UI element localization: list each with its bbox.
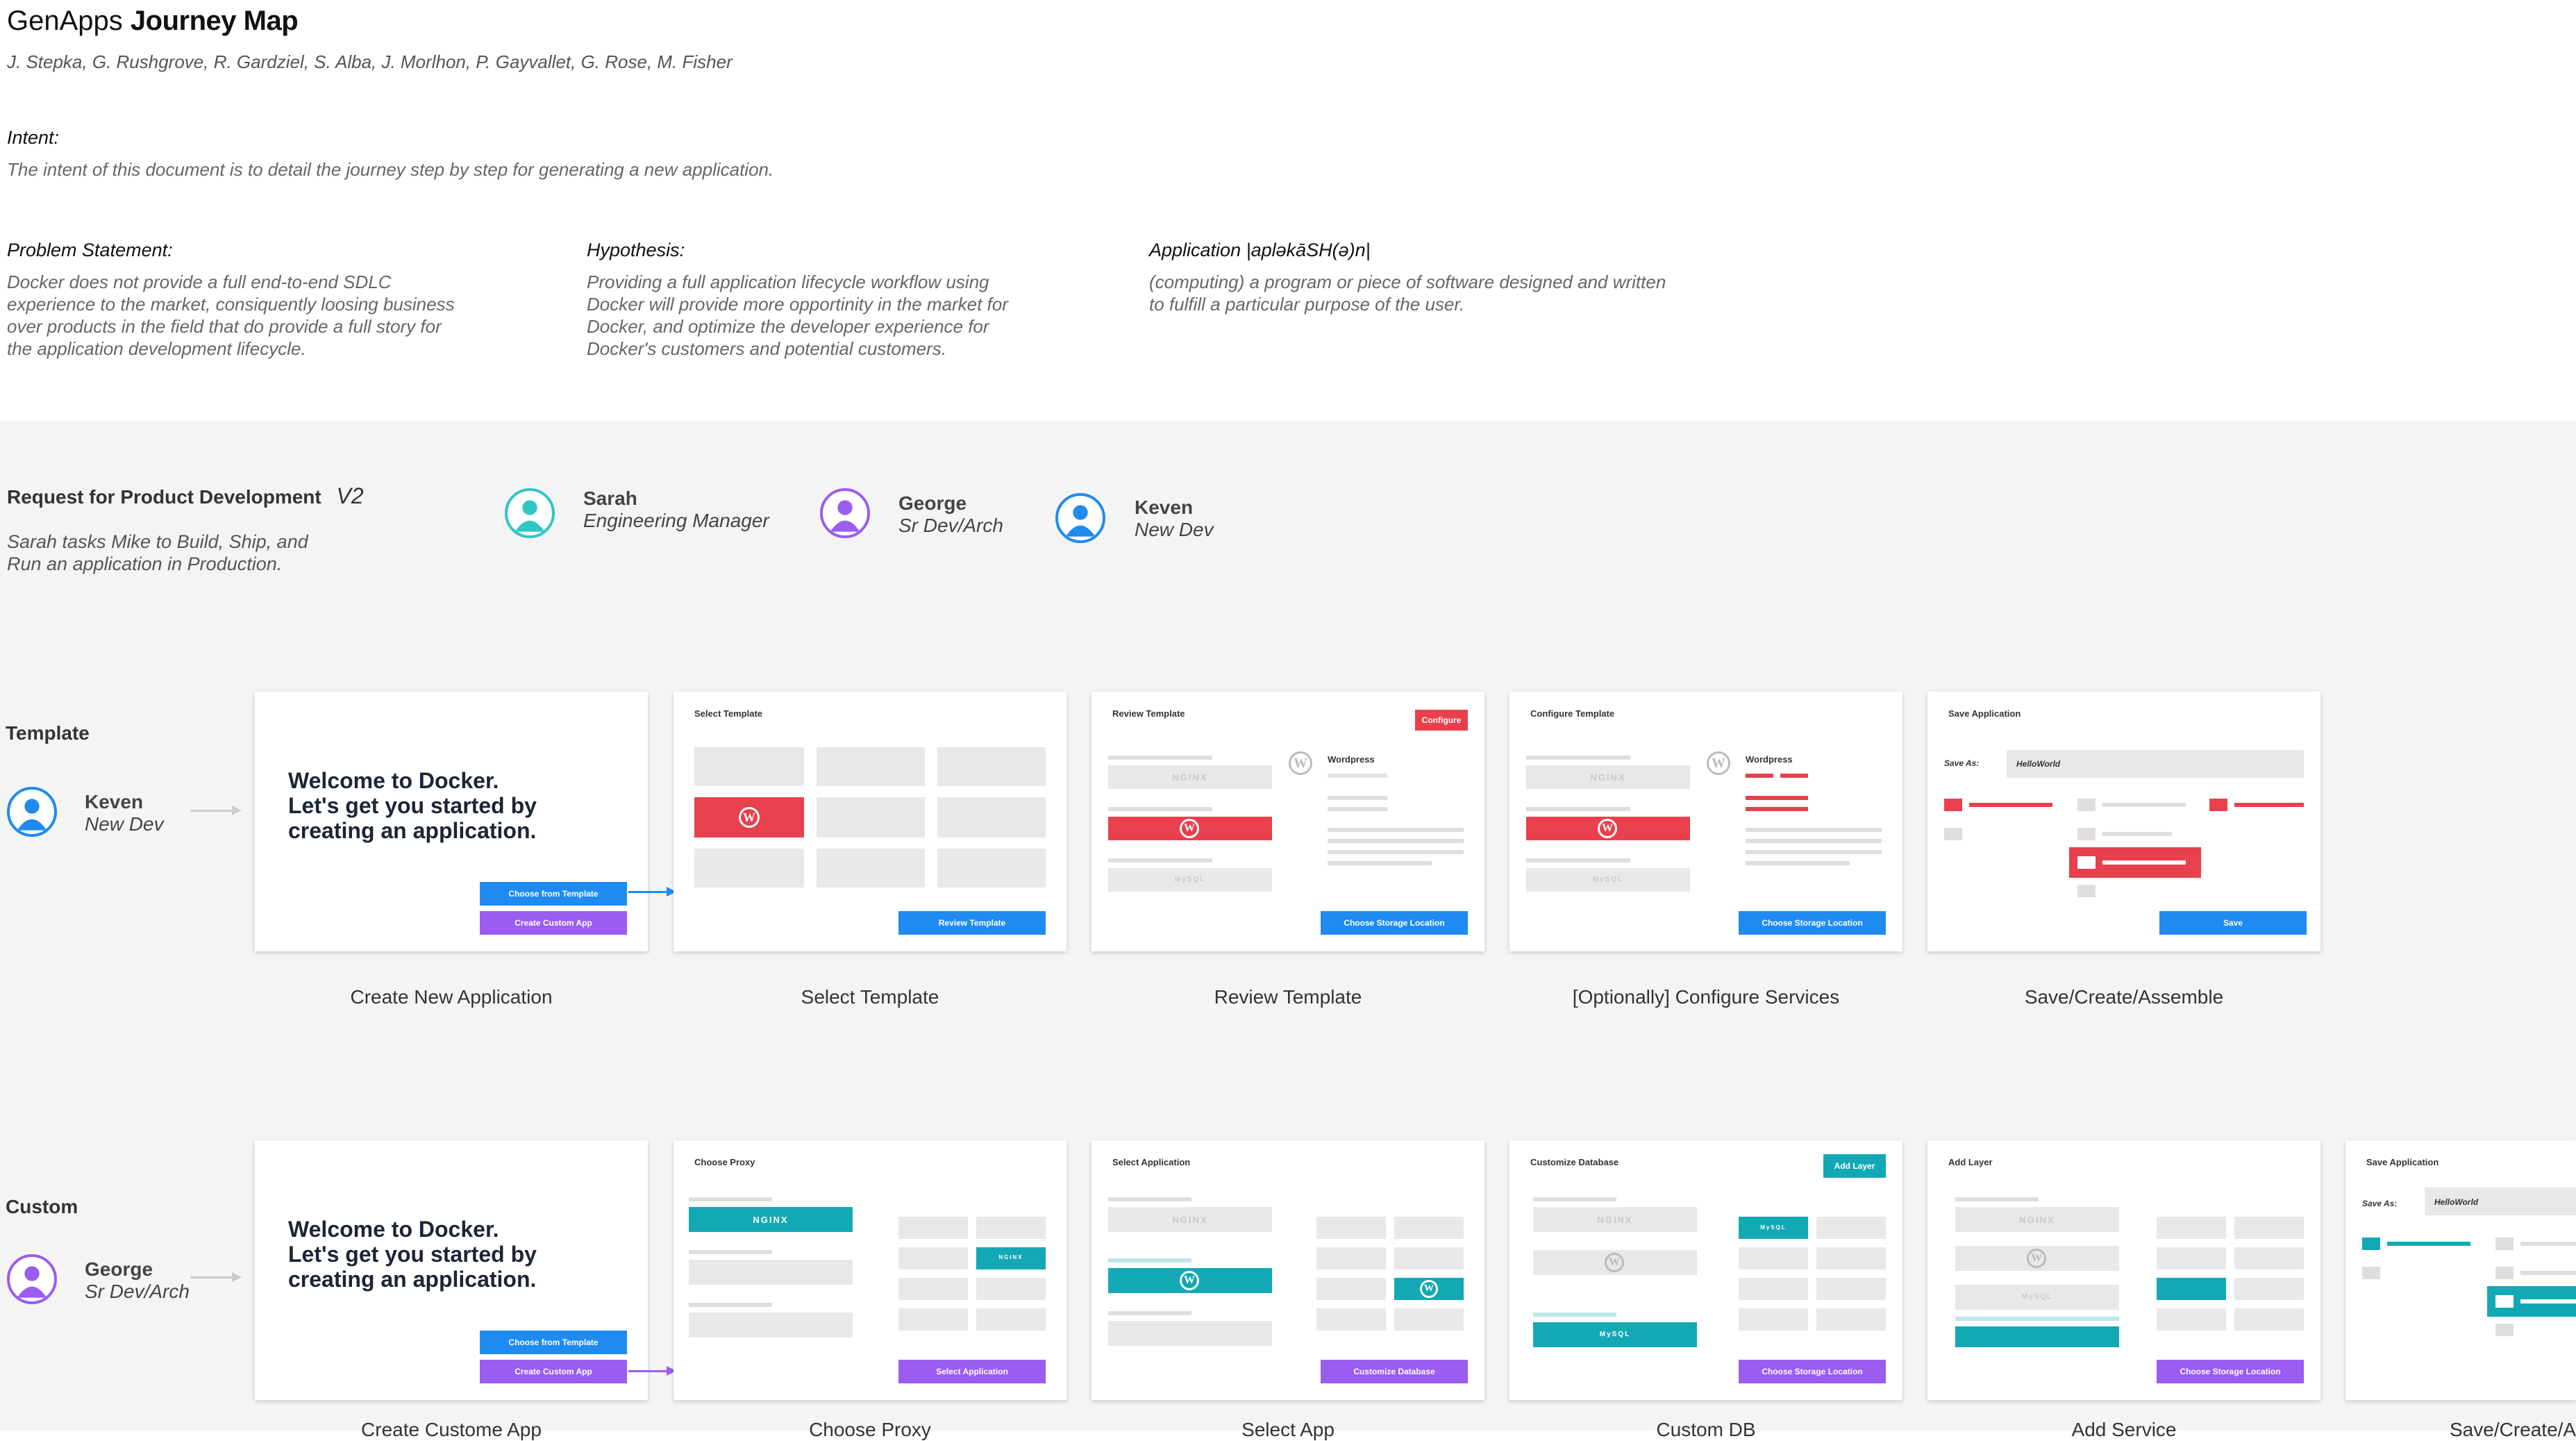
- custom-arrow-head: [232, 1272, 242, 1282]
- template-persona-avatar: [7, 787, 57, 837]
- custom-row-label: Custom: [6, 1196, 78, 1217]
- wordpress-template-tile[interactable]: W: [694, 797, 804, 838]
- storage-location-button[interactable]: Choose Storage Location: [1321, 911, 1468, 935]
- persona-sarah-avatar: [505, 488, 555, 538]
- card-title: Add Layer: [1948, 1157, 1993, 1167]
- custom-persona-name: George: [85, 1258, 153, 1280]
- hypothesis-label: Hypothesis:: [587, 240, 685, 260]
- template-persona-role: New Dev: [85, 813, 164, 835]
- caption-select-template: Select Template: [801, 986, 939, 1008]
- custom-arrow: [190, 1276, 232, 1278]
- definition-text: (computing) a program or piece of softwa…: [1149, 272, 1666, 315]
- welcome-text: Welcome to Docker. Let's get you started …: [288, 768, 537, 843]
- template-arrow: [190, 810, 232, 812]
- persona-keven-name: Keven: [1135, 497, 1194, 518]
- custom-card-save[interactable]: Save Application Save As: HelloWorld: [2345, 1140, 2576, 1400]
- template-card-configure[interactable]: Configure Template NGINX W MySQL W Wordp…: [1509, 692, 1902, 951]
- storage-location-button[interactable]: Choose Storage Location: [2157, 1360, 2304, 1383]
- card-title: Save Application: [2366, 1157, 2439, 1167]
- card-title: Configure Template: [1530, 708, 1615, 719]
- persona-george-role: Sr Dev/Arch: [898, 515, 1003, 536]
- select-application-button[interactable]: Select Application: [898, 1360, 1046, 1383]
- card-title: Customize Database: [1530, 1157, 1619, 1167]
- storage-location-button[interactable]: Choose Storage Location: [1739, 1360, 1886, 1383]
- page-title: GenApps Journey Map: [7, 6, 299, 36]
- caption-review-template: Review Template: [1214, 986, 1362, 1008]
- template-persona-name: Keven: [85, 791, 144, 813]
- custom-card-select-app[interactable]: Select Application NGINX W W Customize D…: [1092, 1140, 1484, 1400]
- custom-card-database[interactable]: Customize Database Add Layer NGINX W MyS…: [1509, 1140, 1902, 1400]
- card-title: Select Application: [1112, 1157, 1191, 1167]
- configure-button[interactable]: Configure: [1415, 710, 1468, 731]
- custom-card-add-layer[interactable]: Add Layer NGINX W MySQL Choose Storage L…: [1927, 1140, 2320, 1400]
- nginx-tile[interactable]: NGINX: [689, 1207, 853, 1232]
- card-title: Review Template: [1112, 708, 1185, 719]
- template-card-select[interactable]: Select Template W Review Template: [674, 692, 1067, 951]
- template-flow-arrow: [628, 891, 670, 893]
- problem-label: Problem Statement:: [7, 240, 173, 260]
- template-card-review[interactable]: Review Template Configure NGINX W MySQL …: [1092, 692, 1484, 951]
- hypothesis-text: Providing a full application lifecycle w…: [587, 272, 1008, 359]
- caption-configure-services: [Optionally] Configure Services: [1572, 986, 1840, 1008]
- template-card-create[interactable]: Welcome to Docker. Let's get you started …: [255, 692, 648, 951]
- card-title: Select Template: [694, 708, 763, 719]
- request-text: Sarah tasks Mike to Build, Ship, and Run …: [7, 531, 308, 574]
- add-layer-button[interactable]: Add Layer: [1823, 1154, 1886, 1178]
- request-title: Request for Product Development V2: [7, 483, 364, 508]
- custom-card-proxy[interactable]: Choose Proxy NGINX NGINX Select Applicat…: [674, 1140, 1067, 1400]
- template-row-label: Template: [6, 722, 90, 744]
- card-title: Save Application: [1948, 708, 2021, 719]
- persona-george-name: George: [898, 492, 967, 514]
- caption-create-custom: Create Custome App: [361, 1419, 542, 1440]
- intent-label: Intent:: [7, 127, 60, 148]
- custom-persona-role: Sr Dev/Arch: [85, 1281, 190, 1302]
- choose-template-button[interactable]: Choose from Template: [480, 1331, 627, 1354]
- review-template-button[interactable]: Review Template: [898, 911, 1046, 935]
- choose-template-button[interactable]: Choose from Template: [480, 882, 627, 906]
- definition-label: Application |apləkāSH(ə)n|: [1149, 240, 1371, 260]
- persona-sarah-name: Sarah: [583, 488, 637, 509]
- persona-keven-role: New Dev: [1135, 519, 1214, 540]
- create-custom-button[interactable]: Create Custom App: [480, 1360, 627, 1383]
- caption-choose-proxy: Choose Proxy: [809, 1419, 931, 1440]
- save-as-input[interactable]: HelloWorld: [2425, 1188, 2576, 1215]
- problem-text: Docker does not provide a full end-to-en…: [7, 272, 455, 359]
- persona-keven-avatar: [1055, 493, 1105, 543]
- caption-save-custom: Save/Create/A: [2450, 1419, 2576, 1440]
- caption-create-app: Create New Application: [350, 986, 553, 1008]
- persona-sarah-role: Engineering Manager: [583, 510, 769, 531]
- customize-database-button[interactable]: Customize Database: [1321, 1360, 1468, 1383]
- custom-card-create[interactable]: Welcome to Docker. Let's get you started …: [255, 1140, 648, 1400]
- caption-custom-db: Custom DB: [1656, 1419, 1756, 1440]
- custom-flow-arrow: [628, 1370, 670, 1372]
- caption-add-service: Add Service: [2071, 1419, 2177, 1440]
- authors: J. Stepka, G. Rushgrove, R. Gardziel, S.…: [7, 51, 733, 72]
- card-title: Choose Proxy: [694, 1157, 755, 1167]
- save-as-input[interactable]: HelloWorld: [2007, 750, 2304, 778]
- custom-persona-avatar: [7, 1254, 57, 1304]
- save-button[interactable]: Save: [2159, 911, 2307, 935]
- template-card-save[interactable]: Save Application Save As: HelloWorld Sav…: [1927, 692, 2320, 951]
- caption-select-app: Select App: [1241, 1419, 1335, 1440]
- welcome-text: Welcome to Docker. Let's get you started …: [288, 1217, 537, 1292]
- template-arrow-head: [232, 806, 242, 815]
- create-custom-button[interactable]: Create Custom App: [480, 911, 627, 935]
- intent-text: The intent of this document is to detail…: [7, 159, 774, 180]
- storage-location-button[interactable]: Choose Storage Location: [1739, 911, 1886, 935]
- document-header: [0, 0, 2576, 421]
- persona-george-avatar: [820, 488, 870, 538]
- caption-save-create: Save/Create/Assemble: [2024, 986, 2224, 1008]
